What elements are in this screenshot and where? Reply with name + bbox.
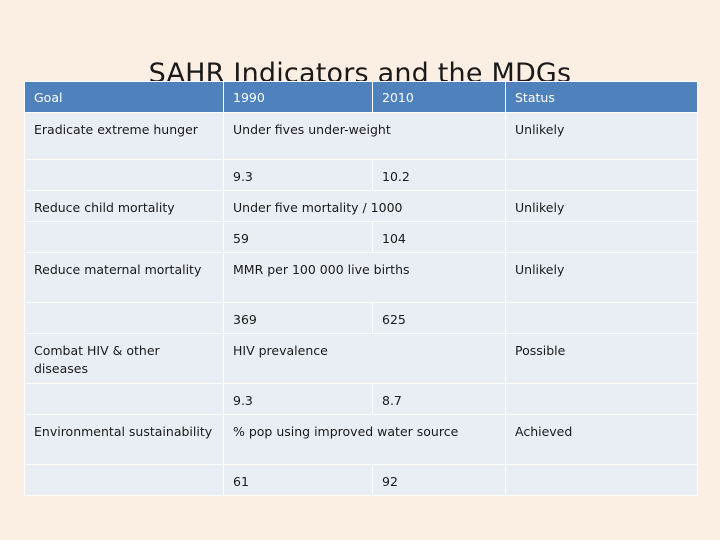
empty-cell bbox=[24, 159, 224, 191]
table-row: Reduce child mortality Under five mortal… bbox=[24, 190, 698, 222]
value-1990-cell: 9.3 bbox=[223, 159, 373, 191]
table-row: 369 625 bbox=[24, 302, 698, 334]
goal-cell: Combat HIV & other diseases bbox=[24, 333, 224, 384]
empty-cell bbox=[24, 302, 224, 334]
value-2010-cell: 8.7 bbox=[372, 383, 506, 415]
table-row: Eradicate extreme hunger Under fives und… bbox=[24, 112, 698, 160]
goal-cell: Eradicate extreme hunger bbox=[24, 112, 224, 160]
empty-cell bbox=[505, 302, 698, 334]
header-goal: Goal bbox=[24, 81, 224, 113]
empty-cell bbox=[505, 383, 698, 415]
goal-cell: Reduce maternal mortality bbox=[24, 252, 224, 303]
indicator-cell: Under five mortality / 1000 bbox=[223, 190, 506, 222]
empty-cell bbox=[24, 383, 224, 415]
status-cell: Achieved bbox=[505, 414, 698, 465]
value-2010-cell: 10.2 bbox=[372, 159, 506, 191]
empty-cell bbox=[505, 221, 698, 253]
table-row: Environmental sustainability % pop using… bbox=[24, 414, 698, 465]
value-1990-cell: 9.3 bbox=[223, 383, 373, 415]
empty-cell bbox=[24, 464, 224, 496]
empty-cell bbox=[505, 464, 698, 496]
status-cell: Possible bbox=[505, 333, 698, 384]
header-status: Status bbox=[505, 81, 698, 113]
value-1990-cell: 369 bbox=[223, 302, 373, 334]
table-row: Combat HIV & other diseases HIV prevalen… bbox=[24, 333, 698, 384]
indicators-table: Goal 1990 2010 Status Eradicate extreme … bbox=[24, 81, 698, 496]
value-2010-cell: 625 bbox=[372, 302, 506, 334]
table-row: 61 92 bbox=[24, 464, 698, 496]
goal-cell: Reduce child mortality bbox=[24, 190, 224, 222]
indicator-cell: % pop using improved water source bbox=[223, 414, 506, 465]
goal-cell: Environmental sustainability bbox=[24, 414, 224, 465]
table-row: 9.3 8.7 bbox=[24, 383, 698, 415]
value-1990-cell: 59 bbox=[223, 221, 373, 253]
table-row: 59 104 bbox=[24, 221, 698, 253]
value-2010-cell: 104 bbox=[372, 221, 506, 253]
value-2010-cell: 92 bbox=[372, 464, 506, 496]
indicator-cell: MMR per 100 000 live births bbox=[223, 252, 506, 303]
empty-cell bbox=[24, 221, 224, 253]
empty-cell bbox=[505, 159, 698, 191]
table-row: Reduce maternal mortality MMR per 100 00… bbox=[24, 252, 698, 303]
value-1990-cell: 61 bbox=[223, 464, 373, 496]
header-1990: 1990 bbox=[223, 81, 373, 113]
table-header-row: Goal 1990 2010 Status bbox=[24, 81, 698, 113]
status-cell: Unlikely bbox=[505, 112, 698, 160]
table-row: 9.3 10.2 bbox=[24, 159, 698, 191]
header-2010: 2010 bbox=[372, 81, 506, 113]
status-cell: Unlikely bbox=[505, 190, 698, 222]
status-cell: Unlikely bbox=[505, 252, 698, 303]
indicator-cell: Under fives under-weight bbox=[223, 112, 506, 160]
indicator-cell: HIV prevalence bbox=[223, 333, 506, 384]
